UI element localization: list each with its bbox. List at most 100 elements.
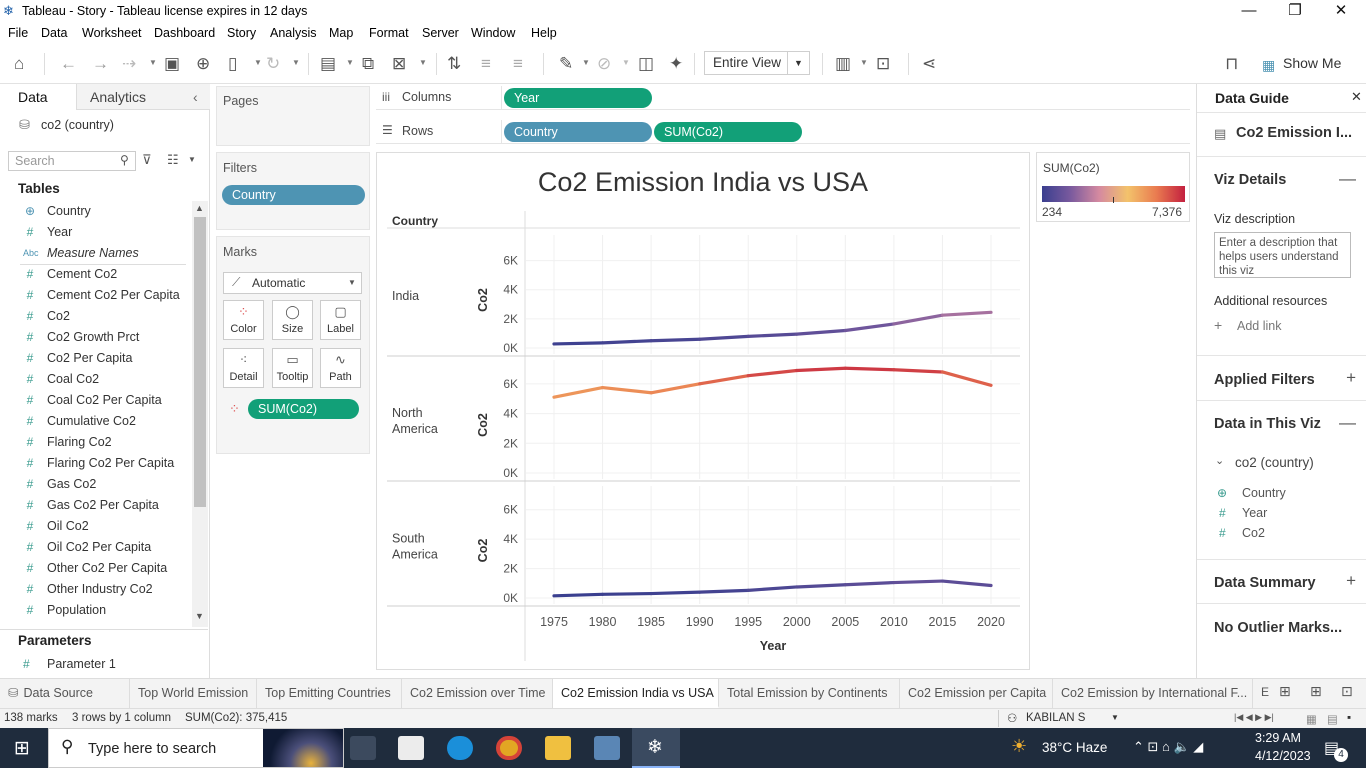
size-button[interactable]: ◯ Size: [272, 300, 313, 340]
restore-button[interactable]: ❐: [1288, 2, 1302, 19]
path-button[interactable]: ∿ Path: [320, 348, 361, 388]
redo-icon[interactable]: →: [92, 54, 109, 73]
first-sheet-icon[interactable]: |◀ ◀ ▶ ▶|: [1234, 712, 1274, 722]
tooltip-button[interactable]: ▭ Tooltip: [272, 348, 313, 388]
chevron-down-icon[interactable]: ▼: [254, 58, 262, 67]
tab-co2-emission-over-time[interactable]: Co2 Emission over Time: [402, 679, 553, 708]
clock-date[interactable]: 4/12/2023: [1255, 749, 1311, 763]
labels-icon[interactable]: ◫: [638, 54, 655, 73]
pause-updates-icon[interactable]: ▯: [228, 54, 238, 73]
replay-icon[interactable]: ⇢: [122, 54, 137, 73]
field-item[interactable]: # Co2: [0, 306, 190, 327]
refresh-icon[interactable]: ↻: [266, 54, 281, 73]
swap-icon[interactable]: ⇅: [447, 54, 462, 73]
field-item[interactable]: # Coal Co2: [0, 369, 190, 390]
menu-server[interactable]: Server: [422, 26, 459, 40]
edge-icon[interactable]: [447, 736, 473, 760]
tab-data[interactable]: Data: [18, 89, 48, 105]
chevron-down-icon[interactable]: ▼: [419, 58, 427, 67]
rows-pill-sum-co2[interactable]: SUM(Co2): [654, 122, 802, 142]
expand-icon[interactable]: +: [1346, 368, 1356, 387]
mail-icon[interactable]: [398, 736, 424, 760]
rows-shelf[interactable]: ☰ Rows Country SUM(Co2): [376, 120, 1190, 144]
windows-start-icon[interactable]: ⊞: [14, 738, 30, 759]
chevron-down-icon[interactable]: ▼: [346, 58, 354, 67]
filter-icon[interactable]: ⊽: [142, 152, 152, 167]
worksheet-view[interactable]: Co2 Emission India vs USA Country 0K 2K 4K 6K…: [376, 152, 1030, 670]
home-icon[interactable]: ⌂: [14, 54, 25, 73]
new-story-icon[interactable]: ⊡: [1341, 683, 1353, 699]
view-data-icon[interactable]: ☷: [167, 152, 179, 167]
tab-co2-emission-per-capita[interactable]: Co2 Emission per Capita: [900, 679, 1053, 708]
field-item[interactable]: # Coal Co2 Per Capita: [0, 390, 190, 411]
user-menu[interactable]: ⚇ KABILAN S ▼: [998, 710, 1122, 727]
close-icon[interactable]: ✕: [1351, 89, 1362, 104]
new-datasource-icon[interactable]: ⊕: [196, 54, 211, 73]
label-button[interactable]: ▢ Label: [320, 300, 361, 340]
marks-pill-sum-co2[interactable]: SUM(Co2): [248, 399, 359, 419]
field-item[interactable]: # Co2 Growth Prct: [0, 327, 190, 348]
field-item[interactable]: # Flaring Co2: [0, 432, 190, 453]
presentation-mode-icon[interactable]: ⊡: [876, 54, 891, 73]
mark-type-dropdown[interactable]: ⟋ Automatic ▼: [223, 272, 362, 294]
expand-icon[interactable]: +: [1346, 571, 1356, 590]
file-explorer-icon[interactable]: [545, 736, 571, 760]
tab-data-source[interactable]: ⛁ Data Source: [0, 679, 130, 708]
clear-sheet-icon[interactable]: ⊠: [392, 54, 407, 73]
chevron-down-icon[interactable]: ▼: [582, 58, 590, 67]
show-me-button[interactable]: Show Me: [1283, 55, 1342, 71]
weather-text[interactable]: 38°C Haze: [1042, 740, 1108, 755]
field-item[interactable]: # Cement Co2 Per Capita: [0, 285, 190, 306]
tab-top-emitting-countries[interactable]: Top Emitting Countries: [257, 679, 402, 708]
menu-file[interactable]: File: [8, 26, 29, 40]
data-summary-heading[interactable]: Data Summary: [1214, 575, 1316, 591]
menu-window[interactable]: Window: [471, 26, 516, 40]
filters-shelf[interactable]: Filters Country: [216, 152, 370, 230]
tab-top-world-emission[interactable]: Top World Emission: [130, 679, 257, 708]
group-icon[interactable]: ⊘: [597, 54, 612, 73]
sort-descending-icon[interactable]: ≡: [513, 54, 523, 73]
chevron-down-icon[interactable]: ▼: [860, 58, 868, 67]
new-dashboard-icon[interactable]: ⊞: [1310, 683, 1322, 699]
menu-analysis[interactable]: Analysis: [270, 26, 317, 40]
list-view-icon[interactable]: ▤: [1327, 714, 1338, 726]
field-item[interactable]: # Oil Co2 Per Capita: [0, 537, 190, 558]
close-window-button[interactable]: ✕: [1334, 2, 1348, 19]
tab-total-emission-by-continents[interactable]: Total Emission by Continents: [719, 679, 900, 708]
control-panel-icon[interactable]: [594, 736, 620, 760]
field-item[interactable]: # Gas Co2: [0, 474, 190, 495]
field-item[interactable]: # Cement Co2: [0, 264, 190, 285]
field-list-scrollbar[interactable]: ▲ ▼: [192, 201, 208, 627]
menu-help[interactable]: Help: [531, 26, 557, 40]
viz-details-heading[interactable]: Viz Details: [1214, 172, 1287, 188]
field-item[interactable]: # Co2 Per Capita: [0, 348, 190, 369]
new-worksheet-icon[interactable]: ▤: [320, 54, 337, 73]
menu-story[interactable]: Story: [227, 26, 257, 40]
outliers-heading[interactable]: No Outlier Marks...: [1214, 620, 1343, 636]
system-tray-icons[interactable]: ⌃ ⊡ ⌂ 🔈 ◢: [1133, 739, 1204, 754]
tab-analytics[interactable]: Analytics: [90, 89, 147, 105]
tab-co2-emission-by-international[interactable]: Co2 Emission by International F...: [1053, 679, 1253, 708]
tab-co2-emission-india-vs-usa[interactable]: Co2 Emission India vs USA: [553, 679, 719, 708]
format-painter-icon[interactable]: ⊓: [1225, 54, 1239, 73]
more-tabs-icon[interactable]: E: [1261, 685, 1270, 699]
color-button[interactable]: ⁘ Color: [223, 300, 264, 340]
sort-ascending-icon[interactable]: ≡: [481, 54, 491, 73]
menu-data[interactable]: Data: [41, 26, 68, 40]
collapse-icon[interactable]: —: [1339, 413, 1356, 432]
show-cards-icon[interactable]: ▥: [835, 54, 852, 73]
data-in-viz-heading[interactable]: Data in This Viz: [1214, 416, 1321, 432]
menu-dashboard[interactable]: Dashboard: [154, 26, 216, 40]
pages-shelf[interactable]: Pages: [216, 86, 370, 146]
duplicate-icon[interactable]: ⧉: [362, 54, 375, 73]
columns-shelf[interactable]: iii Columns Year: [376, 86, 1190, 110]
chevron-down-icon[interactable]: ⌄: [1215, 455, 1225, 467]
add-link-button[interactable]: Add link: [1237, 319, 1282, 333]
menu-format[interactable]: Format: [369, 26, 409, 40]
field-item[interactable]: # Gas Co2 Per Capita: [0, 495, 190, 516]
field-item[interactable]: # Population: [0, 600, 190, 621]
clock-time[interactable]: 3:29 AM: [1255, 731, 1301, 745]
chrome-icon[interactable]: [496, 736, 522, 760]
detail-button[interactable]: ⁖ Detail: [223, 348, 264, 388]
fix-axes-icon[interactable]: ✦: [669, 54, 684, 73]
